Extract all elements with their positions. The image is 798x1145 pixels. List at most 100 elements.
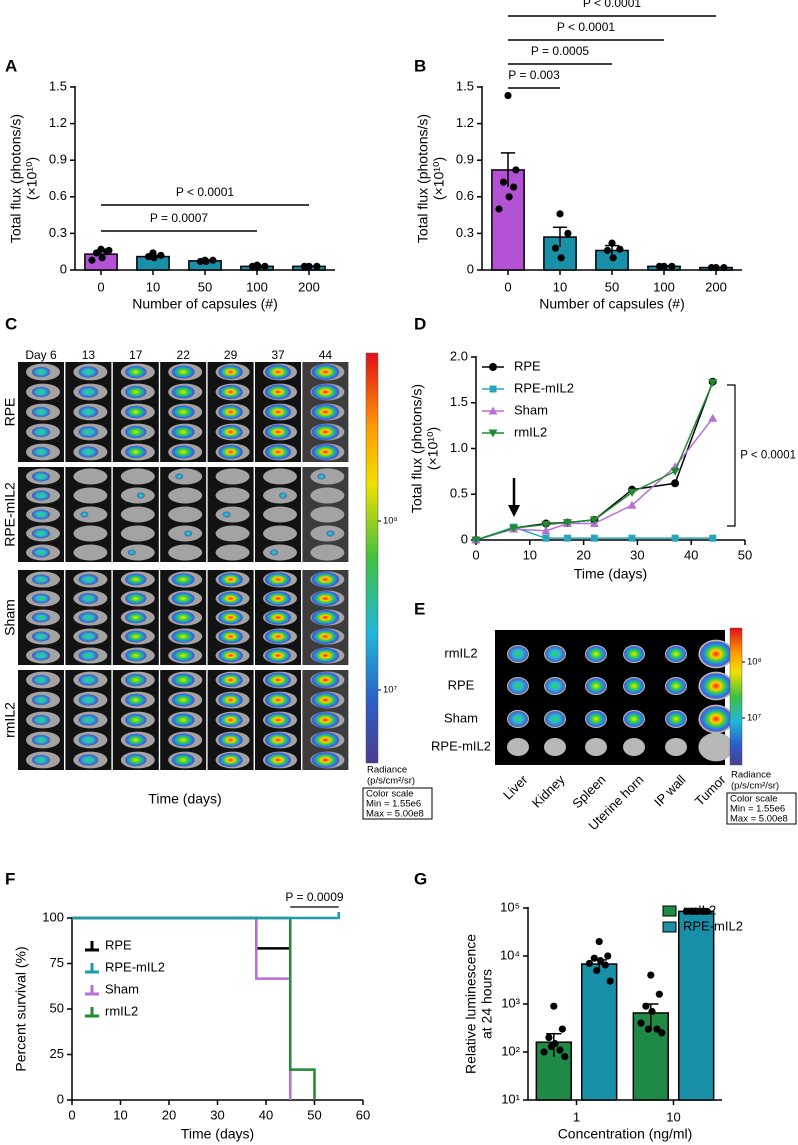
series-line <box>475 417 714 541</box>
significance-label: P = 0.0009 <box>285 890 343 904</box>
signal <box>171 713 195 727</box>
signal <box>31 631 51 642</box>
signal <box>125 592 147 605</box>
x-tick-label: 0 <box>68 1107 75 1122</box>
signal <box>508 646 528 662</box>
data-point <box>604 952 612 960</box>
signal <box>31 593 51 604</box>
marker <box>488 429 498 438</box>
y-tick-label: 0 <box>461 531 468 546</box>
signal <box>31 528 51 539</box>
panel-label: F <box>5 869 15 888</box>
data-point <box>209 256 217 264</box>
bar <box>580 963 618 1101</box>
data-point <box>596 957 605 965</box>
legend-label: RPE-mIL2 <box>514 380 574 395</box>
panel-label: D <box>414 314 426 333</box>
signal <box>171 573 195 586</box>
mouse <box>263 525 297 542</box>
x-tick-label: 60 <box>356 1107 370 1122</box>
mouse <box>263 468 297 485</box>
signal <box>80 511 89 518</box>
mouse <box>73 525 108 542</box>
data-point <box>561 1053 569 1061</box>
marker <box>488 406 498 415</box>
signal <box>264 610 292 625</box>
y-tick-label: 1.5 <box>450 394 468 409</box>
signal <box>700 706 732 732</box>
signal <box>125 385 147 399</box>
colorbar-tick-label: 10⁷ <box>383 685 398 696</box>
y-tick-label: 0 <box>60 261 67 276</box>
signal <box>311 571 340 588</box>
y-tick-label: 10¹ <box>501 1091 520 1106</box>
x-tick-label: 100 <box>653 279 675 294</box>
data-point <box>668 262 676 270</box>
signal <box>218 732 243 748</box>
y-axis-label: (×10¹⁰) <box>24 157 40 200</box>
signal <box>264 404 292 420</box>
organ-image <box>495 630 725 765</box>
legend-symbol <box>85 1007 99 1018</box>
marker <box>590 534 598 542</box>
legend-label: RPE-mIL2 <box>683 918 743 933</box>
signal <box>171 630 195 643</box>
data-point <box>720 263 728 272</box>
x-tick-label: 0 <box>504 279 511 294</box>
signal <box>311 752 340 768</box>
signal <box>545 678 565 694</box>
signal <box>264 732 292 748</box>
organ <box>623 738 645 756</box>
colorbar-tick-label: 10⁸ <box>383 516 398 527</box>
signal <box>31 426 51 438</box>
x-tick-label: 10 <box>146 279 160 294</box>
data-point <box>593 966 601 975</box>
data-point <box>647 971 655 979</box>
legend-label: RPE <box>514 358 541 373</box>
signal <box>311 692 340 708</box>
x-tick-label: 10 <box>553 279 567 294</box>
legend-label: Sham <box>514 402 548 417</box>
data-point <box>157 251 165 259</box>
column-label: Kidney <box>529 772 568 811</box>
signal <box>586 678 606 694</box>
data-point <box>88 256 96 264</box>
data-point <box>196 257 205 266</box>
signal <box>127 549 136 556</box>
signal <box>218 404 243 420</box>
mouse <box>120 544 155 561</box>
data-point <box>144 252 153 261</box>
signal <box>264 629 292 644</box>
day-label: 17 <box>129 348 143 362</box>
signal <box>311 732 340 748</box>
color-scale-text: Color scale <box>730 794 778 805</box>
y-tick-label: 0 <box>57 1091 64 1106</box>
data-point <box>655 262 664 270</box>
signal <box>311 590 340 607</box>
signal <box>264 591 292 606</box>
signal <box>264 444 292 460</box>
x-tick-label: 200 <box>705 279 727 294</box>
x-tick-label: 1 <box>573 1109 580 1124</box>
data-point <box>601 961 609 969</box>
signal <box>218 591 243 606</box>
mouse <box>215 506 250 523</box>
marker <box>670 467 680 476</box>
y-axis-label: (×10¹⁰) <box>425 427 441 470</box>
colorbar-label: Radiance <box>367 765 407 776</box>
mouse <box>215 487 250 504</box>
signal <box>264 672 292 688</box>
panel-label: B <box>414 56 426 75</box>
y-tick-label: 0.3 <box>49 225 67 240</box>
significance-label: P = 0.003 <box>508 68 560 82</box>
y-tick-label: 2.0 <box>450 348 468 363</box>
x-tick-label: 50 <box>307 1107 321 1122</box>
signal <box>31 650 51 661</box>
signal <box>125 630 147 643</box>
signal <box>222 511 231 518</box>
marker <box>562 519 572 528</box>
signal <box>311 712 340 728</box>
mouse <box>73 506 108 523</box>
signal <box>218 384 243 400</box>
